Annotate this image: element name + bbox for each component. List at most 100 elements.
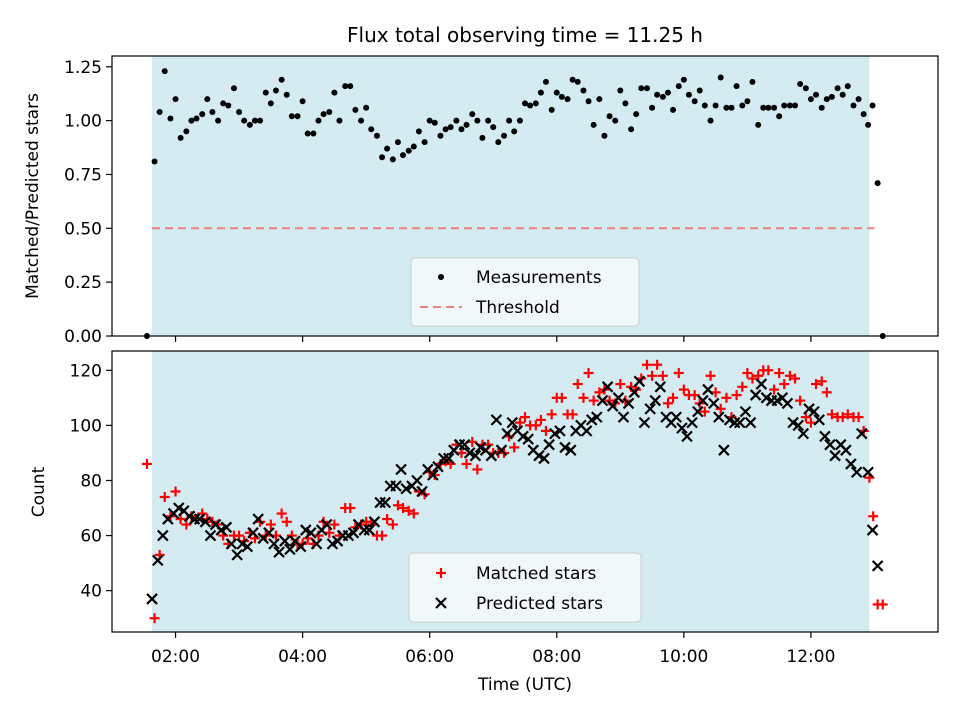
cross-stroke-b	[241, 540, 254, 553]
matched-point	[652, 359, 663, 370]
cross-stroke-b	[183, 510, 196, 523]
measurement-point	[744, 98, 751, 105]
measurement-point	[379, 154, 386, 161]
matched-point	[673, 368, 684, 379]
cross-stroke-b	[628, 386, 641, 399]
cross-stroke-b	[835, 438, 847, 451]
x-tick-label: 10:00	[659, 647, 708, 667]
cross-stroke-b	[517, 430, 529, 443]
measurement-point	[617, 87, 624, 94]
cross-stroke-b	[617, 411, 630, 423]
predicted-point	[305, 527, 317, 539]
matched-point	[572, 379, 583, 390]
measurement-point	[771, 104, 778, 111]
predicted-point	[686, 416, 698, 429]
measurement-point	[246, 121, 253, 128]
cross-stroke-b	[411, 474, 423, 487]
measurements-legend-marker	[438, 274, 444, 280]
cross-stroke-b	[320, 518, 333, 531]
measurement-point	[336, 117, 343, 124]
measurement-point	[696, 87, 703, 94]
cross-stroke-b	[310, 538, 323, 550]
cross-stroke-b	[374, 496, 386, 509]
cross-stroke-b	[204, 529, 217, 542]
measurement-point	[331, 89, 338, 96]
matched-point	[826, 409, 837, 420]
measurement-point	[680, 76, 687, 83]
matched-point	[821, 387, 832, 398]
matched-point	[742, 368, 753, 379]
cross-stroke-b	[845, 458, 857, 470]
matched-point	[387, 519, 398, 530]
measurement-point	[167, 115, 174, 122]
cross-stroke-b	[347, 527, 360, 539]
measurement-point	[558, 93, 565, 100]
matched-point	[509, 442, 520, 453]
cross-stroke-b	[437, 452, 450, 465]
measurement-point	[834, 85, 841, 92]
cross-stroke-b	[733, 416, 746, 429]
measurement-point	[453, 117, 460, 124]
predicted-point	[559, 441, 571, 454]
measurement-point	[501, 132, 508, 139]
matched-point	[265, 519, 276, 530]
predicted-point	[829, 449, 841, 462]
cross-stroke-b	[247, 527, 259, 539]
predicted-point	[606, 400, 619, 412]
predicted-point	[310, 538, 323, 550]
x-axis-label: Time (UTC)	[477, 675, 572, 695]
predicted-point	[654, 381, 667, 393]
matched-point	[141, 458, 152, 469]
predicted-point	[273, 546, 285, 558]
measurement-point	[490, 124, 497, 131]
predicted-point	[781, 397, 794, 410]
measurements-legend-label: Measurements	[476, 268, 602, 288]
matched-point	[392, 500, 403, 511]
cross-stroke-b	[813, 414, 825, 426]
predicted-point	[744, 416, 757, 429]
measurement-point	[320, 111, 327, 118]
top-x-ticks	[174, 336, 812, 342]
cross-stroke-b	[713, 411, 725, 423]
matched-point	[594, 387, 605, 398]
measurement-point	[823, 96, 830, 103]
predicted-point	[617, 411, 630, 423]
predicted-point	[866, 524, 879, 536]
predicted-point	[871, 560, 884, 572]
cross-stroke-b	[819, 430, 831, 443]
measurement-point	[649, 104, 656, 111]
measurement-point	[622, 100, 629, 107]
matched-point	[790, 373, 801, 384]
predicted-point	[501, 427, 513, 440]
predicted-point	[808, 405, 820, 418]
measurement-point	[193, 115, 200, 122]
y-tick-label: 0.50	[64, 219, 102, 239]
cross-stroke-b	[463, 447, 476, 459]
cross-stroke-b	[279, 535, 291, 547]
measurement-point	[739, 102, 746, 109]
matched-point	[753, 370, 764, 381]
measurement-point	[326, 109, 333, 115]
measurement-point	[765, 104, 772, 111]
matched-point	[377, 530, 388, 541]
predicted-point	[146, 593, 158, 605]
cross-stroke-b	[427, 469, 439, 481]
cross-stroke-b	[352, 518, 365, 531]
x-tick-label: 04:00	[278, 647, 327, 667]
cross-stroke-b	[564, 444, 577, 456]
predicted-point	[427, 469, 439, 481]
cross-stroke-b	[601, 381, 614, 393]
cross-stroke-b	[268, 538, 280, 550]
predicted-point	[633, 375, 646, 388]
predicted-point	[792, 419, 804, 432]
predicted-point	[564, 444, 577, 456]
measurement-point	[358, 117, 365, 124]
cross-stroke-b	[606, 400, 619, 412]
predicted-point	[395, 463, 407, 476]
matched-point	[514, 417, 525, 428]
measurement-point	[156, 109, 163, 115]
measurement-point	[506, 117, 513, 124]
y-tick-label: 0.25	[64, 273, 102, 293]
predicted-point	[284, 543, 296, 556]
x-tick-label: 06:00	[405, 647, 454, 667]
